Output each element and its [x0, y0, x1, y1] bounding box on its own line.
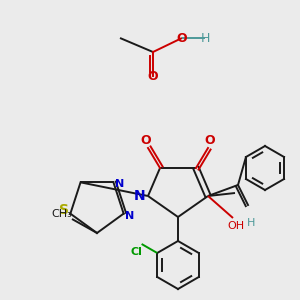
Text: S: S — [59, 203, 69, 217]
Text: O: O — [141, 134, 151, 148]
Text: OH: OH — [227, 221, 244, 231]
Text: CH₃: CH₃ — [52, 209, 72, 219]
Text: O: O — [148, 70, 158, 83]
Text: N: N — [115, 179, 124, 189]
Text: H: H — [247, 218, 255, 228]
Text: O: O — [177, 32, 187, 44]
Text: N: N — [125, 211, 134, 221]
Text: O: O — [205, 134, 215, 148]
Text: N: N — [134, 189, 146, 203]
Text: H: H — [200, 32, 210, 44]
Text: Cl: Cl — [131, 247, 142, 257]
